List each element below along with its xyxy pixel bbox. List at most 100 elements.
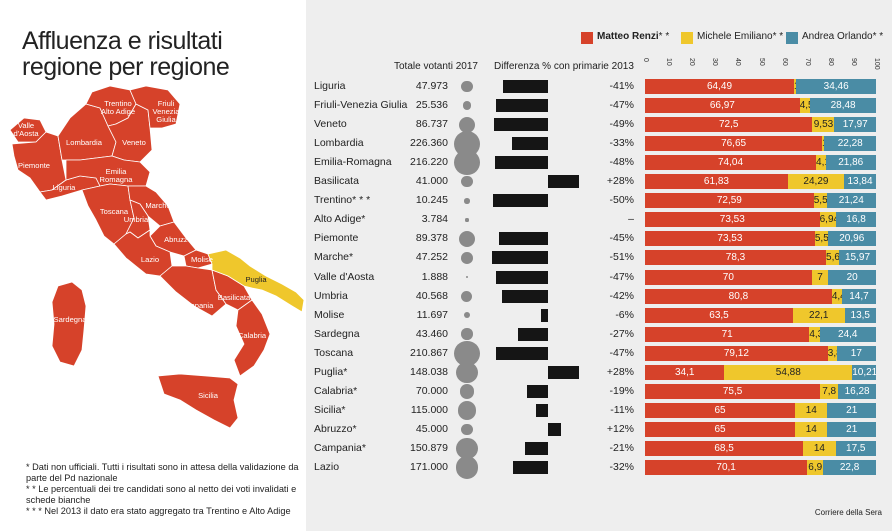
table-row: Alto Adige* 3.784 – 73,53 6,94 16,8 <box>306 210 892 229</box>
data-label-orlando: 14,7 <box>849 290 869 302</box>
map-lazio <box>113 229 173 277</box>
bar-segment-emiliano: 22,1 <box>793 307 845 323</box>
data-label-orlando: 15,97 <box>845 252 871 264</box>
data-label-orlando: 17 <box>850 347 862 359</box>
legend-renzi-name: Matteo Renzi <box>597 31 659 42</box>
data-label-emiliano: 9,53 <box>813 119 834 131</box>
region-name: Lombardia <box>314 137 364 150</box>
map-label-valle-daosta: Valle d'Aosta <box>13 121 39 138</box>
bar-segment-renzi: 73,53 <box>645 212 820 228</box>
title-line-2: regione per regione <box>22 53 230 81</box>
axis-tick-label: 90 <box>849 58 857 66</box>
bar-segment-orlando: 17 <box>836 345 876 361</box>
bar-segment-renzi: 65 <box>645 402 796 418</box>
map-panel: Affluenza e risultati regione per region… <box>0 0 306 531</box>
data-label-orlando: 22,28 <box>837 138 863 150</box>
table-row: Abruzzo* 45.000 +12% 65 14 21 <box>306 420 892 439</box>
diff-bar <box>502 80 548 93</box>
bar-segment-orlando: 15,97 <box>839 250 876 266</box>
data-label-emiliano: 5,54 <box>813 195 827 207</box>
diff-percent: -47% <box>609 346 634 359</box>
credit: Corriere della Sera <box>814 508 882 517</box>
diff-bar <box>548 365 579 379</box>
data-label-emiliano: 6,94 <box>819 214 836 226</box>
map-label-trentino: Trentino Alto Adige <box>101 99 135 116</box>
diff-bar <box>512 461 548 474</box>
table-row: Lombardia 226.360 -33% 76,65 1 22,28 <box>306 130 892 157</box>
total-votanti-circle <box>464 312 470 319</box>
bar-segment-emiliano: 6,9 <box>807 460 824 475</box>
bar-segment-emiliano: 9,53 <box>812 117 835 133</box>
total-votanti-circle <box>459 384 475 399</box>
bar-segment-emiliano: 7 <box>811 269 829 285</box>
bar-segment-renzi: 70 <box>645 269 812 285</box>
total-votanti-circle <box>461 290 473 302</box>
diff-bar <box>498 232 548 246</box>
region-name: Lazio <box>314 461 340 473</box>
data-label-orlando: 21 <box>846 423 858 435</box>
table-row: Liguria 47.973 -41% 64,49 1 34,46 <box>306 77 892 96</box>
map-label-marche: Marche <box>145 201 170 210</box>
diff-percent: +28% <box>606 365 634 378</box>
header-total-votanti: Totale votanti 2017 <box>394 61 478 72</box>
footnote-1: * Dati non ufficiali. Tutti i risultati … <box>26 462 299 483</box>
bar-segment-orlando: 16,8 <box>836 212 876 228</box>
bar-segment-emiliano: 1 <box>822 136 825 152</box>
bar-segment-renzi: 63,5 <box>645 307 794 323</box>
diff-percent: -51% <box>609 251 634 264</box>
bar-segment-renzi: 75,5 <box>645 383 821 399</box>
data-label-emiliano: 1 <box>822 138 824 149</box>
axis-tick-label: 70 <box>803 58 811 66</box>
total-votanti-circle <box>461 423 473 436</box>
data-label-emiliano: 6,9 <box>808 462 823 473</box>
map-friuli <box>129 85 181 129</box>
bar-segment-emiliano: 54,88 <box>724 364 853 380</box>
legend-emiliano-name: Michele Emiliano <box>697 31 773 42</box>
bar-segment-orlando: 13,84 <box>844 174 876 190</box>
bar-segment-orlando: 16,28 <box>838 383 876 399</box>
region-name: Puglia* <box>314 365 348 378</box>
diff-percent: – <box>628 213 634 226</box>
region-name: Friuli-Venezia Giulia <box>314 99 408 112</box>
map-veneto <box>107 103 153 163</box>
data-label-emiliano: 7 <box>817 271 823 283</box>
page-title: Affluenza e risultati regione per region… <box>22 27 230 81</box>
data-label-orlando: 13,5 <box>850 309 870 321</box>
data-label-orlando: 20,96 <box>839 233 865 245</box>
axis-tick-label: 10 <box>665 58 673 66</box>
map-label-campania: Campania <box>179 301 214 310</box>
footnote-2: * * Le percentuali dei tre candidati son… <box>26 484 297 505</box>
bar-segment-emiliano: 4,55 <box>799 98 811 114</box>
region-name: Marche* <box>314 251 354 264</box>
map-label-calabria: Calabria <box>238 331 267 340</box>
map-label-lazio: Lazio <box>141 255 159 264</box>
total-votanti: 40.568 <box>415 289 448 302</box>
legend-renzi-swatch <box>581 32 593 44</box>
data-label-renzi: 64,49 <box>707 81 733 92</box>
bar-segment-orlando: 20,96 <box>827 231 876 247</box>
region-name: Emilia-Romagna <box>314 156 392 169</box>
table-row: Veneto 86.737 -49% 72,5 9,53 17,97 <box>306 115 892 134</box>
total-votanti: 1.888 <box>421 270 448 283</box>
data-label-orlando: 21 <box>846 404 858 416</box>
bar-segment-renzi: 79,12 <box>645 345 828 361</box>
diff-bar <box>511 137 548 151</box>
table-row: Trentino* * * 10.245 -50% 72,59 5,54 21,24 <box>306 191 892 210</box>
diff-percent: -50% <box>609 194 634 207</box>
region-name: Liguria <box>314 80 346 92</box>
bar-segment-emiliano: 24,29 <box>787 174 844 190</box>
map-label-basilicata: Basilicata <box>218 293 251 302</box>
diff-percent: -19% <box>609 384 634 397</box>
table-row: Calabria* 70.000 -19% 75,5 7,8 16,28 <box>306 382 892 401</box>
bar-segment-renzi: 61,83 <box>645 174 788 190</box>
bar-segment-orlando: 21,86 <box>825 155 876 171</box>
diff-bar <box>518 327 548 341</box>
data-label-emiliano: 24,29 <box>803 176 829 188</box>
diff-percent: +28% <box>606 175 634 188</box>
diff-percent: -32% <box>609 461 634 473</box>
diff-bar <box>541 308 548 322</box>
region-name: Campania* <box>314 441 366 454</box>
data-label-renzi: 76,65 <box>721 138 747 150</box>
title-line-1: Affluenza e risultati <box>22 27 223 55</box>
map-label-molise: Molise <box>191 255 213 264</box>
